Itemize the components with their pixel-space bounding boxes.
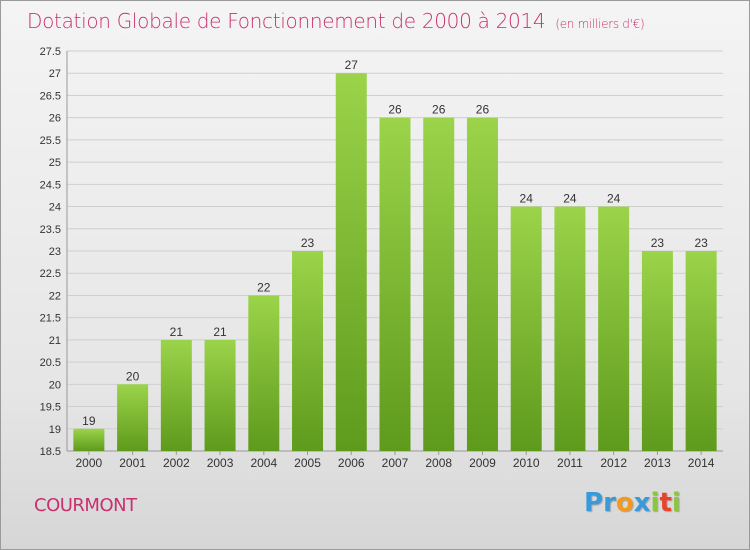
logo-letter: P (584, 488, 604, 518)
data-label: 23 (651, 236, 665, 250)
data-label: 24 (607, 192, 621, 206)
y-tick-label: 21 (49, 335, 61, 347)
data-label: 26 (476, 103, 490, 117)
chart-subtitle: (en milliers d'€) (555, 17, 645, 31)
x-tick-label: 2009 (469, 456, 496, 470)
y-tick-label: 19 (49, 424, 61, 436)
x-tick-label: 2002 (163, 456, 190, 470)
x-tick-label: 2004 (250, 456, 277, 470)
data-label: 26 (432, 103, 446, 117)
x-tick-label: 2001 (119, 456, 146, 470)
y-tick-label: 22.5 (40, 268, 61, 280)
bar (379, 117, 411, 452)
y-tick-label: 27.5 (40, 46, 61, 58)
data-label: 23 (301, 236, 315, 250)
bar (466, 117, 498, 452)
y-tick-label: 25.5 (40, 135, 61, 147)
y-tick-label: 26.5 (40, 90, 61, 102)
logo-letter: o (615, 488, 634, 518)
bar (423, 117, 455, 452)
chart-title: Dotation Globale de Fonctionnement de 20… (27, 9, 645, 33)
x-tick-label: 2011 (557, 456, 583, 470)
bar (73, 428, 105, 451)
data-label: 26 (388, 103, 402, 117)
y-tick-label: 25 (49, 157, 61, 169)
bar (554, 206, 586, 451)
bar (160, 339, 192, 451)
data-label: 19 (82, 414, 96, 428)
bar (641, 251, 673, 451)
y-tick-label: 21.5 (40, 313, 61, 325)
bar (685, 251, 717, 451)
x-tick-label: 2012 (600, 456, 627, 470)
bar (204, 339, 236, 451)
y-tick-label: 20.5 (40, 357, 61, 369)
y-tick-label: 22 (49, 290, 61, 302)
data-label: 20 (126, 369, 140, 383)
data-label: 24 (563, 192, 577, 206)
bar (292, 251, 324, 451)
logo-letter: x (633, 488, 651, 518)
x-tick-label: 2005 (294, 456, 321, 470)
bar (598, 206, 630, 451)
y-tick-label: 23 (49, 246, 61, 258)
data-label: 22 (257, 280, 271, 294)
x-tick-label: 2008 (425, 456, 452, 470)
logo-letter: r (603, 488, 616, 518)
bar (510, 206, 542, 451)
data-label: 27 (345, 58, 359, 72)
data-label: 21 (170, 325, 184, 339)
x-tick-label: 2013 (644, 456, 671, 470)
y-tick-label: 26 (49, 113, 61, 125)
data-label: 24 (520, 192, 534, 206)
data-label: 21 (213, 325, 227, 339)
bar (248, 295, 280, 451)
x-tick-label: 2010 (513, 456, 540, 470)
y-tick-label: 24 (49, 202, 61, 214)
chart-title-text: Dotation Globale de Fonctionnement de 20… (27, 9, 546, 33)
y-tick-label: 20 (49, 379, 61, 391)
commune-name: COURMONT (34, 495, 137, 516)
y-tick-label: 27 (49, 68, 61, 80)
y-tick-label: 24.5 (40, 179, 61, 191)
x-tick-label: 2014 (688, 456, 715, 470)
logo-letter: i (671, 488, 681, 518)
logo-letter: t (659, 488, 672, 518)
proxiti-logo: Proxiti (584, 488, 681, 518)
x-tick-label: 2006 (338, 456, 365, 470)
x-tick-label: 2003 (207, 456, 234, 470)
data-label: 23 (694, 236, 708, 250)
logo-letter: i (650, 488, 660, 518)
bar (117, 384, 149, 451)
y-tick-label: 23.5 (40, 224, 61, 236)
x-tick-label: 2007 (382, 456, 409, 470)
y-tick-label: 18.5 (40, 446, 61, 458)
x-tick-label: 2000 (76, 456, 103, 470)
y-tick-label: 19.5 (40, 402, 61, 414)
bar (335, 73, 367, 451)
